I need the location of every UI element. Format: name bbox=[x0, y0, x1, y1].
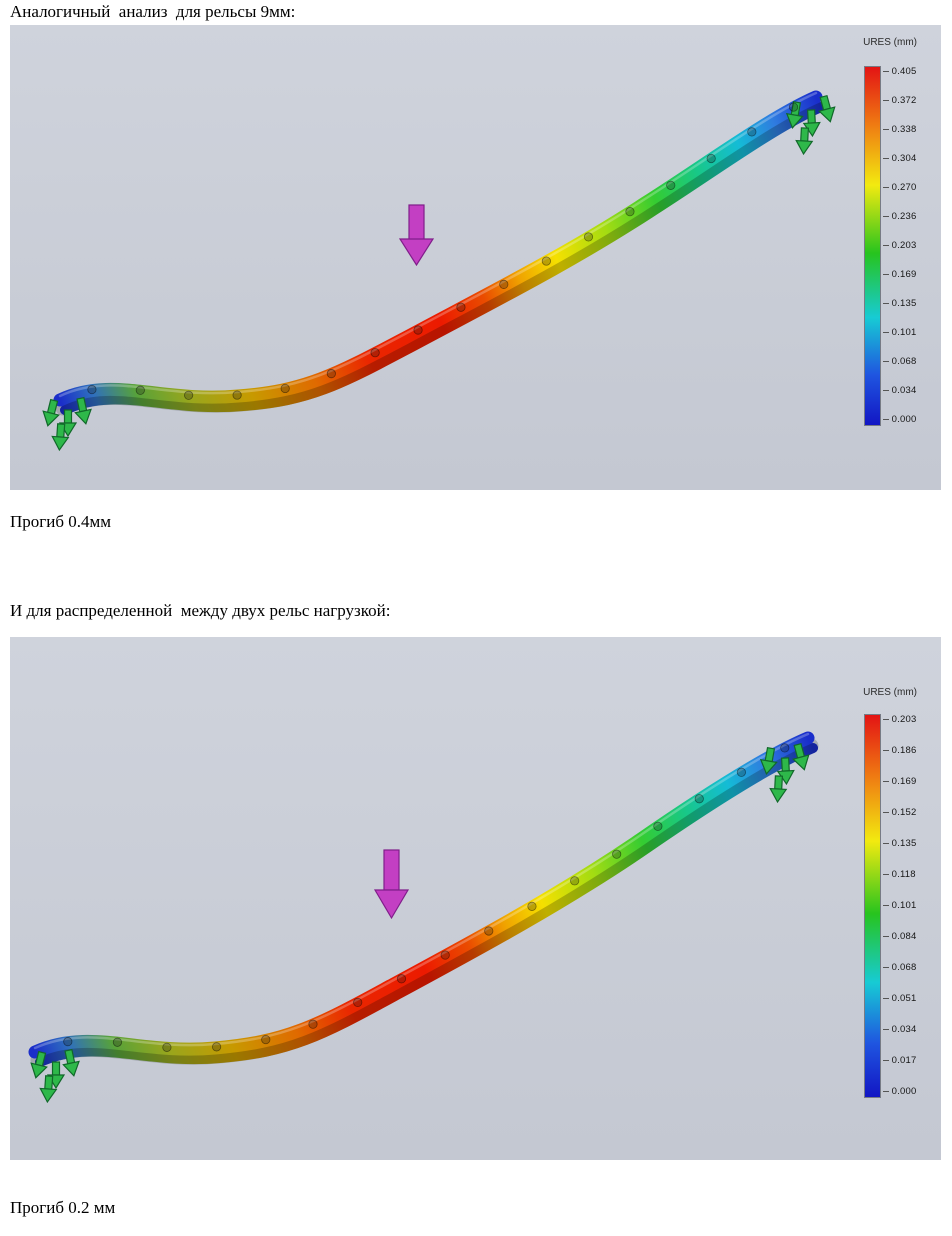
legend-ticks: 0.405 0.372 0.338 0.304 0.270 bbox=[882, 65, 917, 425]
legend-tick: 0.101 bbox=[882, 326, 917, 338]
legend-tick: 0.135 bbox=[882, 297, 917, 309]
legend-tick-value: 0.118 bbox=[891, 868, 916, 880]
legend-tick-value: 0.338 bbox=[891, 123, 917, 135]
tick-mark bbox=[882, 1059, 889, 1061]
tick-mark bbox=[882, 749, 889, 751]
legend-tick: 0.372 bbox=[882, 94, 917, 106]
legend-tick: 0.034 bbox=[882, 384, 917, 396]
tick-mark bbox=[882, 70, 889, 72]
tick-mark bbox=[882, 99, 889, 101]
legend-tick-value: 0.101 bbox=[891, 326, 917, 338]
legend-tick-value: 0.034 bbox=[891, 384, 917, 396]
load-arrow bbox=[373, 849, 410, 920]
tick-mark bbox=[882, 718, 889, 720]
heading-distributed-load: И для распределенной между двух рельс на… bbox=[10, 601, 391, 620]
legend-tick: 0.236 bbox=[882, 210, 917, 222]
legend-tick: 0.152 bbox=[882, 806, 917, 818]
legend-tick-value: 0.034 bbox=[891, 1023, 917, 1035]
legend-tick: 0.034 bbox=[882, 1023, 917, 1035]
legend-tick-value: 0.017 bbox=[891, 1054, 917, 1066]
tick-mark bbox=[882, 1028, 889, 1030]
legend-tick: 0.186 bbox=[882, 744, 917, 756]
legend-tick-value: 0.084 bbox=[891, 930, 917, 942]
legend-tick: 0.405 bbox=[882, 65, 917, 77]
legend-tick: 0.068 bbox=[882, 961, 917, 973]
legend-tick: 0.017 bbox=[882, 1054, 917, 1066]
load-arrow bbox=[398, 204, 435, 267]
tick-mark bbox=[882, 780, 889, 782]
legend-tick-value: 0.304 bbox=[891, 152, 917, 164]
legend-title: URES (mm) bbox=[863, 687, 917, 698]
tick-mark bbox=[882, 157, 889, 159]
fea-figure-single-load: URES (mm) 0.405 0.372 0.338 0.304 bbox=[10, 25, 941, 490]
tick-mark bbox=[882, 360, 889, 362]
color-legend: URES (mm) 0.203 0.186 0.169 0.152 bbox=[863, 687, 917, 1098]
legend-tick-value: 0.135 bbox=[891, 837, 917, 849]
legend-tick-value: 0.068 bbox=[891, 961, 917, 973]
tick-mark bbox=[882, 811, 889, 813]
legend-tick: 0.338 bbox=[882, 123, 917, 135]
rail-deflection-model-2 bbox=[27, 731, 819, 1104]
legend-tick: 0.270 bbox=[882, 181, 917, 193]
tick-mark bbox=[882, 966, 889, 968]
legend-tick: 0.118 bbox=[882, 868, 917, 880]
colorbar bbox=[863, 714, 881, 1098]
colorbar bbox=[863, 66, 881, 426]
caption-deflection-02: Прогиб 0.2 мм bbox=[10, 1198, 116, 1217]
tick-mark bbox=[882, 244, 889, 246]
legend-tick-value: 0.186 bbox=[891, 744, 917, 756]
tick-mark bbox=[882, 935, 889, 937]
legend-tick-value: 0.101 bbox=[891, 899, 917, 911]
legend-title: URES (mm) bbox=[863, 37, 917, 48]
tick-mark bbox=[882, 215, 889, 217]
color-legend: URES (mm) 0.405 0.372 0.338 0.304 bbox=[863, 37, 917, 426]
legend-tick-value: 0.405 bbox=[891, 65, 917, 77]
legend-tick: 0.203 bbox=[882, 713, 917, 725]
legend-tick: 0.000 bbox=[882, 1085, 917, 1097]
legend-tick-value: 0.372 bbox=[891, 94, 917, 106]
tick-mark bbox=[882, 1090, 889, 1092]
legend-tick-value: 0.169 bbox=[891, 775, 917, 787]
legend-tick-value: 0.270 bbox=[891, 181, 917, 193]
legend-tick-value: 0.236 bbox=[891, 210, 917, 222]
tick-mark bbox=[882, 186, 889, 188]
tick-mark bbox=[882, 873, 889, 875]
legend-tick-value: 0.068 bbox=[891, 355, 917, 367]
rail-deflection-model-1 bbox=[39, 90, 839, 452]
tick-mark bbox=[882, 389, 889, 391]
legend-tick: 0.135 bbox=[882, 837, 917, 849]
tick-mark bbox=[882, 128, 889, 130]
tick-mark bbox=[882, 997, 889, 999]
tick-mark bbox=[882, 302, 889, 304]
tick-mark bbox=[882, 273, 889, 275]
tick-mark bbox=[882, 842, 889, 844]
legend-tick: 0.068 bbox=[882, 355, 917, 367]
legend-tick-value: 0.135 bbox=[891, 297, 917, 309]
legend-tick-value: 0.169 bbox=[891, 268, 917, 280]
legend-tick: 0.051 bbox=[882, 992, 917, 1004]
legend-tick-value: 0.203 bbox=[891, 713, 917, 725]
legend-tick: 0.084 bbox=[882, 930, 917, 942]
tick-mark bbox=[882, 418, 889, 420]
legend-tick: 0.000 bbox=[882, 413, 917, 425]
legend-ticks: 0.203 0.186 0.169 0.152 0.135 bbox=[882, 713, 917, 1097]
tick-mark bbox=[882, 331, 889, 333]
legend-tick: 0.101 bbox=[882, 899, 917, 911]
legend-tick-value: 0.152 bbox=[891, 806, 917, 818]
legend-tick: 0.169 bbox=[882, 775, 917, 787]
fea-figure-distributed-load: URES (mm) 0.203 0.186 0.169 0.152 bbox=[10, 637, 941, 1160]
legend-tick: 0.304 bbox=[882, 152, 917, 164]
heading-rail-9mm: Аналогичный анализ для рельсы 9мм: bbox=[10, 2, 296, 21]
legend-tick: 0.169 bbox=[882, 268, 917, 280]
tick-mark bbox=[882, 904, 889, 906]
legend-tick: 0.203 bbox=[882, 239, 917, 251]
legend-tick-value: 0.203 bbox=[891, 239, 917, 251]
legend-tick-value: 0.000 bbox=[891, 1085, 917, 1097]
legend-tick-value: 0.000 bbox=[891, 413, 917, 425]
legend-tick-value: 0.051 bbox=[891, 992, 917, 1004]
caption-deflection-04: Прогиб 0.4мм bbox=[10, 512, 112, 531]
